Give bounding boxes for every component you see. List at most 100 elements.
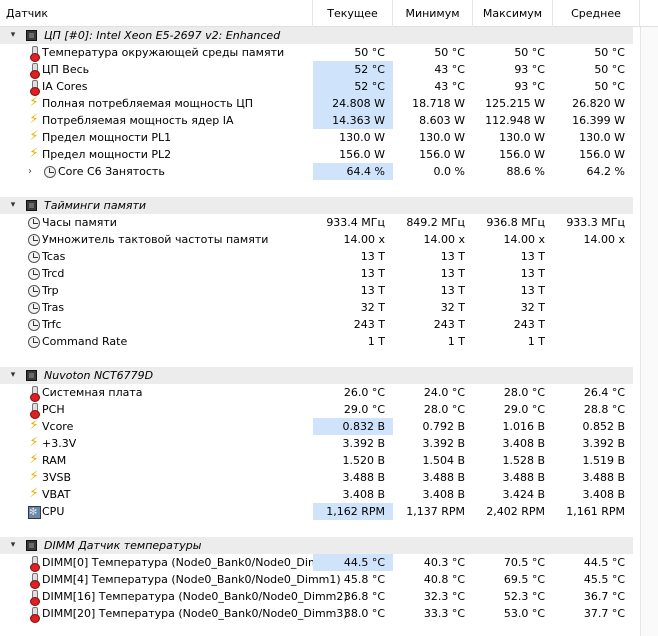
sensor-name-cell: ⚡ VBAT: [0, 486, 313, 503]
average-value: 50 °C: [594, 80, 625, 93]
sensor-row[interactable]: ЦП Весь 52 °C 43 °C 93 °C 50 °C: [0, 61, 636, 79]
maximum-value: 112.948 W: [485, 114, 545, 127]
thermometer-icon: [28, 63, 40, 79]
sensor-name-cell: Trfc: [0, 316, 313, 333]
sensor-row[interactable]: ⚡ Предел мощности PL1 130.0 W 130.0 W 130.0 …: [0, 129, 636, 146]
collapse-chevron-icon[interactable]: ▾: [10, 30, 16, 40]
group-title: Nuvoton NCT6779D: [44, 369, 154, 382]
group-filler: [393, 537, 473, 554]
sensor-row[interactable]: ⚡ RAM 1.520 В 1.504 В 1.528 В 1.519 В: [0, 452, 636, 469]
sensor-name-cell: Trcd: [0, 265, 313, 282]
sensor-row[interactable]: Температура окружающей среды памяти 50 °C…: [0, 44, 636, 62]
expand-chevron-icon[interactable]: ›: [28, 166, 32, 177]
sensor-group-header[interactable]: ▾ ЦП [#0]: Intel Xeon E5-2697 v2: Enhance…: [0, 27, 636, 44]
sensor-row[interactable]: Системная плата 26.0 °C 24.0 °C 28.0 °C 26.4…: [0, 384, 636, 402]
column-header-sensor[interactable]: Датчик: [0, 0, 313, 27]
sensor-row[interactable]: Умножитель тактовой частоты памяти 14.00 …: [0, 231, 636, 248]
sensor-row[interactable]: Command Rate 1 T 1 T 1 T: [0, 333, 636, 350]
chip-icon: [26, 30, 37, 41]
minimum-value: 32 T: [440, 301, 465, 314]
sensor-label: Tcas: [42, 250, 66, 263]
current-value: 3.488 В: [342, 471, 385, 484]
sensor-row[interactable]: PCH 29.0 °C 28.0 °C 29.0 °C 28.8 °C: [0, 401, 636, 419]
collapse-chevron-icon[interactable]: ▾: [10, 540, 16, 550]
group-filler: [393, 367, 473, 384]
average-value: 1.519 В: [582, 454, 625, 467]
sensor-row[interactable]: › Core C6 Занятость 64.4 % 0.0 % 88.6 % 64.2 …: [0, 163, 636, 180]
sensor-label: DIMM[16] Температура (Node0_Bank0/Node0_…: [42, 590, 348, 603]
sensor-label: DIMM[20] Температура (Node0_Bank0/Node0_…: [42, 607, 348, 620]
sensor-name-cell: IA Cores: [0, 78, 313, 96]
sensor-row[interactable]: Tras 32 T 32 T 32 T: [0, 299, 636, 316]
sensor-row[interactable]: ⚡ +3.3V 3.392 В 3.392 В 3.408 В 3.392 В: [0, 435, 636, 452]
current-value: 64.4 %: [313, 163, 393, 180]
group-name-cell: ▾ DIMM Датчик температуры: [0, 537, 313, 554]
sensor-name-cell: Command Rate: [0, 333, 313, 350]
sensor-label: Системная плата: [42, 386, 143, 399]
sensor-group-header[interactable]: ▾ Тайминги памяти: [0, 197, 636, 214]
minimum-value: 43 °C: [434, 63, 465, 76]
maximum-value: 88.6 %: [506, 165, 545, 178]
column-header-average[interactable]: Среднее: [553, 0, 640, 27]
minimum-value: 14.00 x: [423, 233, 466, 246]
sensor-row[interactable]: CPU 1,162 RPM 1,137 RPM 2,402 RPM 1,161 RPM: [0, 503, 636, 521]
sensor-name-cell: ⚡ +3.3V: [0, 435, 313, 452]
sensor-row[interactable]: DIMM[0] Температура (Node0_Bank0/Node0_D…: [0, 554, 636, 572]
sensor-label: 3VSB: [42, 471, 72, 484]
sensor-row[interactable]: Trcd 13 T 13 T 13 T: [0, 265, 636, 282]
sensor-row[interactable]: DIMM[4] Температура (Node0_Bank0/Node0_D…: [0, 571, 636, 589]
sensor-row[interactable]: ⚡ Vcore 0.832 В 0.792 В 1.016 В 0.852 В: [0, 418, 636, 435]
maximum-value: 13 T: [520, 250, 545, 263]
average-value: [553, 333, 633, 350]
column-header-minimum[interactable]: Минимум: [393, 0, 473, 27]
clock-icon: [28, 267, 40, 280]
sensor-name-cell: ⚡ Vcore: [0, 418, 313, 435]
sensor-group-header[interactable]: ▾ DIMM Датчик температуры: [0, 537, 636, 554]
sensor-row[interactable]: ⚡ Предел мощности PL2 156.0 W 156.0 W 156.0 …: [0, 146, 636, 163]
maximum-value: 14.00 x: [503, 233, 546, 246]
sensor-row[interactable]: Tcas 13 T 13 T 13 T: [0, 248, 636, 265]
thermometer-icon: [28, 80, 40, 96]
collapse-chevron-icon[interactable]: ▾: [10, 200, 16, 210]
sensor-name-cell: DIMM[4] Температура (Node0_Bank0/Node0_D…: [0, 571, 341, 589]
current-value: 52 °C: [313, 78, 393, 95]
average-value: 45.5 °C: [583, 573, 625, 586]
sensor-name-cell: Часы памяти: [0, 214, 313, 231]
minimum-value: 3.408 В: [422, 488, 465, 501]
current-value: 45.8 °C: [343, 573, 385, 586]
column-header-maximum[interactable]: Максимум: [473, 0, 553, 27]
thermometer-icon: [28, 590, 40, 606]
minimum-value: 243 T: [433, 318, 465, 331]
sensor-row[interactable]: DIMM[16] Температура (Node0_Bank0/Node0_…: [0, 588, 636, 606]
minimum-value: 130.0 W: [419, 131, 465, 144]
maximum-value: 3.408 В: [502, 437, 545, 450]
sensor-row[interactable]: ⚡ Полная потребляемая мощность ЦП 24.808 W…: [0, 95, 636, 112]
sensor-row[interactable]: Trp 13 T 13 T 13 T: [0, 282, 636, 299]
sensor-row[interactable]: Часы памяти 933.4 МГц 849.2 МГц 936.8 МГц 93…: [0, 214, 636, 231]
minimum-value: 0.792 В: [422, 420, 465, 433]
sensor-group-header[interactable]: ▾ Nuvoton NCT6779D: [0, 367, 636, 384]
group-title: DIMM Датчик температуры: [44, 539, 202, 552]
current-value: 13 T: [360, 284, 385, 297]
sensor-row[interactable]: ⚡ Потребляемая мощность ядер IA 14.363 W 8.…: [0, 112, 636, 129]
sensor-row[interactable]: ⚡ VBAT 3.408 В 3.408 В 3.424 В 3.408 В: [0, 486, 636, 503]
group-filler: [473, 27, 553, 44]
sensor-row[interactable]: DIMM[20] Температура (Node0_Bank0/Node0_…: [0, 605, 636, 623]
minimum-value: 8.603 W: [419, 114, 465, 127]
sensor-label: Полная потребляемая мощность ЦП: [42, 97, 254, 110]
column-header-current[interactable]: Текущее: [313, 0, 393, 27]
minimum-value: 13 T: [440, 284, 465, 297]
sensor-label: Предел мощности PL1: [42, 131, 172, 144]
collapse-chevron-icon[interactable]: ▾: [10, 370, 16, 380]
sensor-row[interactable]: ⚡ 3VSB 3.488 В 3.488 В 3.488 В 3.488 В: [0, 469, 636, 486]
sensor-row[interactable]: IA Cores 52 °C 43 °C 93 °C 50 °C: [0, 78, 636, 96]
group-filler: [553, 367, 633, 384]
average-value: [553, 316, 633, 333]
sensor-label: Command Rate: [42, 335, 128, 348]
sensor-row[interactable]: Trfc 243 T 243 T 243 T: [0, 316, 636, 333]
vertical-scrollbar[interactable]: [640, 27, 658, 636]
current-value: 38.0 °C: [343, 607, 385, 620]
average-value: [553, 248, 633, 265]
group-filler: [473, 537, 553, 554]
minimum-value: 40.3 °C: [423, 556, 465, 569]
